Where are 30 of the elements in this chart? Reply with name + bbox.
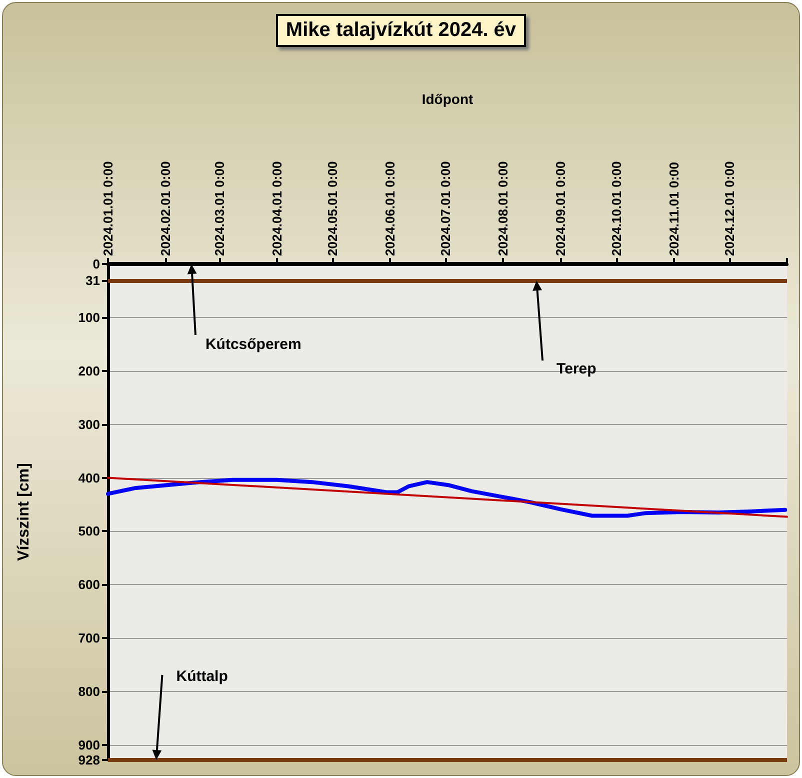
x-axis-title: Időpont (422, 91, 474, 107)
y-tick-label: 0 (92, 256, 100, 272)
x-tick-label: 2024.02.01 0:00 (158, 161, 174, 256)
x-tick-label: 2024.08.01 0:00 (496, 161, 511, 256)
x-tick-label: 2024.11.01 0:00 (666, 162, 682, 256)
y-tick-label: 400 (78, 470, 100, 486)
x-tick-label: 2024.09.01 0:00 (553, 161, 568, 256)
annotation: Terep (556, 360, 596, 378)
y-tick-label: 300 (78, 416, 100, 432)
x-tick-label: 2024.04.01 0:00 (269, 161, 284, 256)
y-tick-label: 200 (78, 363, 100, 378)
annotation: Kútcsőperem (205, 336, 302, 353)
y-tick-label: 100 (78, 310, 100, 325)
y-tick-label: 700 (78, 630, 100, 646)
x-tick-label: 2024.01.01 0:00 (100, 161, 116, 256)
y-tick-label: 600 (78, 577, 100, 592)
y-tick-label: 900 (78, 738, 100, 753)
x-tick-label: 2024.07.01 0:00 (438, 161, 454, 256)
chart-title: Mike talajvízkút 2024. év (276, 14, 526, 47)
y-tick-label: 500 (78, 524, 100, 539)
y-tick-label: 800 (78, 684, 100, 700)
x-tick-label: 2024.10.01 0:00 (608, 161, 624, 256)
x-tick-label: 2024.03.01 0:00 (212, 161, 227, 256)
y-tick-label: 928 (78, 752, 100, 768)
annotation: Kúttalp (176, 668, 228, 685)
x-tick-label: 2024.06.01 0:00 (382, 161, 398, 256)
y-axis-title: Vízszint [cm] (16, 463, 32, 561)
x-tick-label: 2024.05.01 0:00 (324, 161, 340, 256)
x-tick-label: 2024.12.01 0:00 (722, 161, 737, 256)
y-tick-label: 31 (86, 273, 100, 288)
